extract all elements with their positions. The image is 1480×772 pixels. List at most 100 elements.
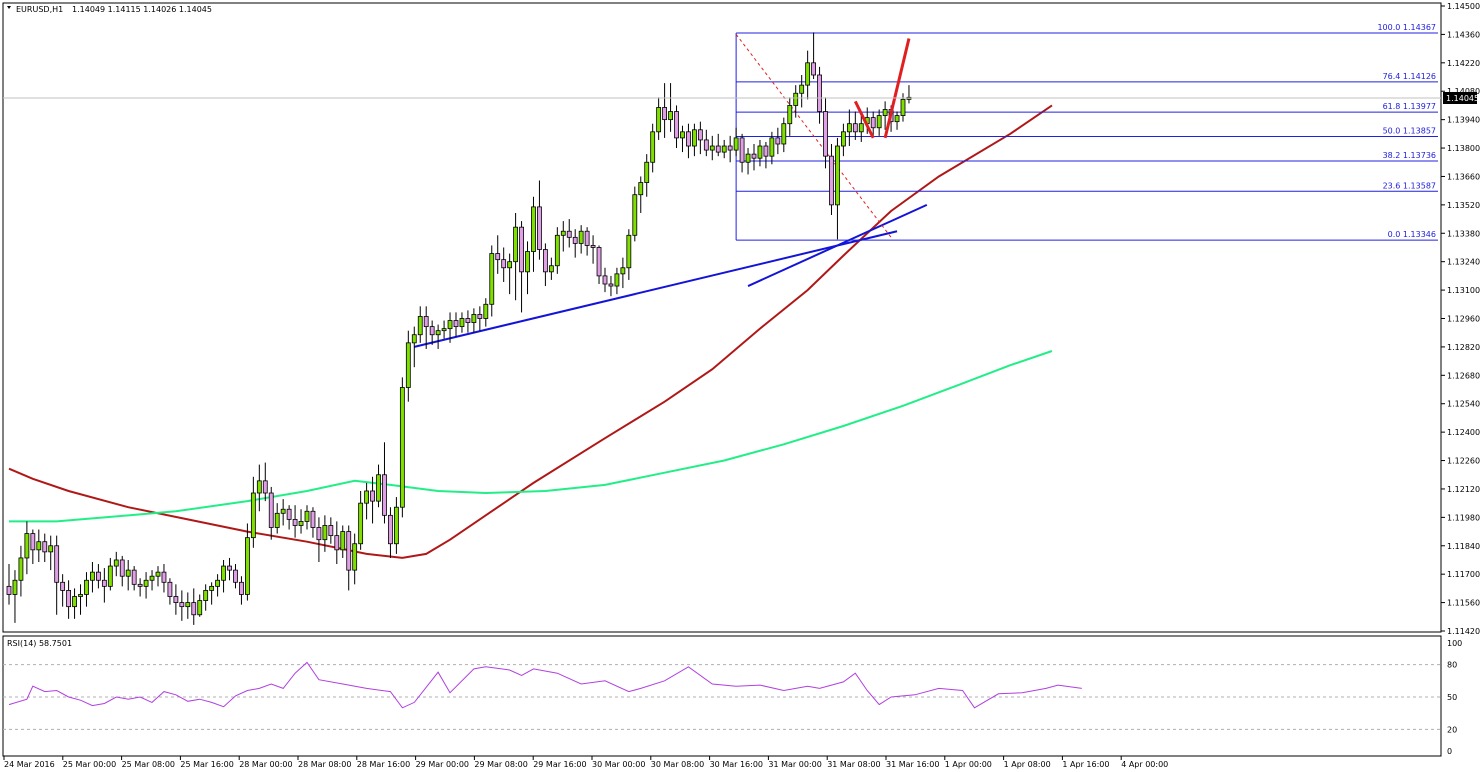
candle-body <box>465 318 471 323</box>
price-tick-label: 1.11560 <box>1447 599 1480 608</box>
time-tick-label: 31 Mar 00:00 <box>768 760 821 769</box>
projection-down-leg <box>853 100 875 139</box>
candle-body <box>346 531 352 571</box>
time-tick-label: 28 Mar 00:00 <box>239 760 292 769</box>
candle-body <box>191 602 197 616</box>
candle-body <box>352 543 358 571</box>
candle-body <box>209 585 215 591</box>
candle-body <box>572 236 578 244</box>
time-tick-label: 1 Apr 16:00 <box>1062 760 1109 769</box>
rsi-tick-label: 100 <box>1447 639 1462 648</box>
candle-body <box>227 565 232 571</box>
candle-body <box>429 326 435 336</box>
candle-body <box>531 206 536 252</box>
candle-body <box>548 265 554 273</box>
candle-body <box>507 261 513 269</box>
candle-body <box>107 565 113 587</box>
candle-body <box>554 234 560 267</box>
candle-body <box>30 533 36 551</box>
candle-body <box>793 92 799 106</box>
candle-body <box>215 579 221 587</box>
candle-body <box>90 571 95 581</box>
candle-body <box>66 590 71 608</box>
price-tick-label: 1.14220 <box>1447 59 1480 68</box>
support-trendline <box>414 230 898 348</box>
candle-body <box>137 583 143 587</box>
price-tick-label: 1.14500 <box>1447 2 1480 11</box>
candle-body <box>894 115 900 123</box>
candle-body <box>602 275 608 285</box>
price-tick-label: 1.13520 <box>1447 201 1480 210</box>
main-chart-frame <box>2 2 1442 633</box>
candle-body <box>751 153 757 159</box>
candle-body <box>841 131 846 147</box>
candle-body <box>584 230 590 246</box>
fib-level-label: 76.4 1.14126 <box>1383 72 1436 81</box>
candlesticks <box>6 32 912 625</box>
candle-body <box>626 234 632 269</box>
trendlines <box>414 203 928 348</box>
candle-body <box>495 253 501 261</box>
candle-body <box>811 62 816 76</box>
candle-body <box>143 579 149 587</box>
projection-up-leg <box>883 38 911 139</box>
candle-body <box>42 541 48 553</box>
candle-body <box>578 230 584 244</box>
candle-body <box>662 107 667 121</box>
candle-body <box>280 508 286 514</box>
price-tick-label: 1.12680 <box>1447 371 1480 380</box>
candle-body <box>268 492 274 528</box>
candle-body <box>686 131 691 147</box>
candle-body <box>54 545 60 583</box>
price-tick-label: 1.12960 <box>1447 315 1480 324</box>
candle-body <box>304 510 310 522</box>
candle-body <box>233 569 238 583</box>
candle-body <box>787 105 793 125</box>
candle-body <box>739 137 745 163</box>
candle-body <box>113 559 119 567</box>
candle-body <box>513 226 518 263</box>
candle-body <box>566 230 572 238</box>
ohlc-values: 1.14049 1.14115 1.14026 1.14045 <box>72 5 212 14</box>
candle-body <box>501 259 507 269</box>
menu-triangle-icon[interactable] <box>7 6 11 9</box>
rsi-frame <box>2 635 1442 757</box>
candle-body <box>757 145 763 159</box>
rsi-tick-label: 0 <box>1447 747 1452 756</box>
candle-body <box>763 145 769 157</box>
candle-body <box>590 245 596 248</box>
candle-body <box>36 541 42 551</box>
candle-body <box>846 123 852 133</box>
price-tick-label: 1.13380 <box>1447 229 1480 238</box>
candle-body <box>543 249 548 273</box>
candle-body <box>78 594 83 597</box>
candle-body <box>203 590 209 601</box>
price-tick-label: 1.11420 <box>1447 627 1480 636</box>
price-tick-label: 1.13660 <box>1447 172 1480 181</box>
candle-body <box>656 107 662 133</box>
candle-body <box>48 545 54 553</box>
time-tick-label: 30 Mar 16:00 <box>710 760 763 769</box>
candle-body <box>101 579 107 587</box>
rsi-line <box>8 661 1082 709</box>
candle-body <box>775 137 781 145</box>
candle-body <box>12 579 18 595</box>
time-tick-label: 4 Apr 00:00 <box>1121 760 1168 769</box>
candle-body <box>125 569 131 577</box>
time-tick-label: 31 Mar 08:00 <box>827 760 880 769</box>
candle-body <box>596 247 602 277</box>
price-tick-label: 1.12120 <box>1447 485 1480 494</box>
rsi-tick-label: 80 <box>1447 661 1457 670</box>
time-tick-label: 28 Mar 16:00 <box>357 760 410 769</box>
candle-body <box>340 531 346 551</box>
fib-level-label: 61.8 1.13977 <box>1383 102 1436 111</box>
candle-body <box>709 145 715 151</box>
fib-level-label: 38.2 1.13736 <box>1383 151 1436 160</box>
candle-body <box>173 596 179 603</box>
rsi-tick-label: 20 <box>1447 725 1457 734</box>
candle-body <box>858 123 864 133</box>
projection-arrow <box>853 38 911 139</box>
candle-body <box>441 328 447 332</box>
candle-body <box>364 490 370 504</box>
